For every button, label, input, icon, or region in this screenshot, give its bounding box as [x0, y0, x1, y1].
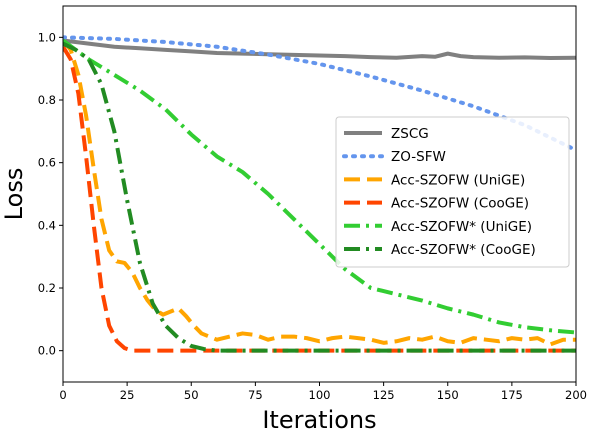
y-tick-label: 0.4 [38, 218, 56, 232]
x-tick-label: 0 [59, 388, 66, 402]
y-tick-label: 0.0 [38, 344, 56, 358]
x-tick-label: 75 [248, 388, 263, 402]
y-tick-label: 0.6 [38, 156, 56, 170]
legend-label-4: Acc-SZOFW (CooGE) [391, 196, 529, 212]
series-line-3 [63, 39, 576, 347]
x-tick-label: 50 [184, 388, 199, 402]
x-tick-label: 200 [565, 388, 587, 402]
x-axis-title: Iterations [262, 406, 376, 433]
legend-box [335, 116, 570, 268]
y-axis-title: Loss [0, 168, 28, 221]
series-line-4 [63, 45, 576, 353]
legend-label-6: Acc-SZOFW* (CooGE) [391, 242, 536, 258]
x-tick-label: 175 [501, 388, 523, 402]
x-tick-label: 25 [120, 388, 135, 402]
legend: ZSCG ZO-SFW Acc-SZOFW (UniGE) Acc-SZOFW (Co… [335, 116, 570, 268]
series-line-6 [63, 41, 576, 353]
legend-label-5: Acc-SZOFW* (UniGE) [391, 219, 532, 235]
legend-label-2: ZO-SFW [391, 149, 446, 165]
x-axis-ticks: 0 25 50 75 100 125 150 175 200 [59, 382, 587, 402]
series-layer [63, 35, 576, 353]
y-tick-label: 1.0 [38, 30, 56, 44]
legend-label-1: ZSCG [391, 126, 429, 142]
series-line-5 [63, 38, 576, 335]
x-tick-label: 150 [437, 388, 459, 402]
y-tick-label: 0.2 [38, 281, 56, 295]
x-tick-label: 125 [373, 388, 395, 402]
y-tick-label: 0.8 [38, 93, 56, 107]
legend-label-3: Acc-SZOFW (UniGE) [391, 172, 525, 188]
series-line-1 [63, 38, 576, 61]
y-axis-ticks: 0.0 0.2 0.4 0.6 0.8 1.0 [38, 30, 63, 358]
x-tick-label: 100 [309, 388, 331, 402]
